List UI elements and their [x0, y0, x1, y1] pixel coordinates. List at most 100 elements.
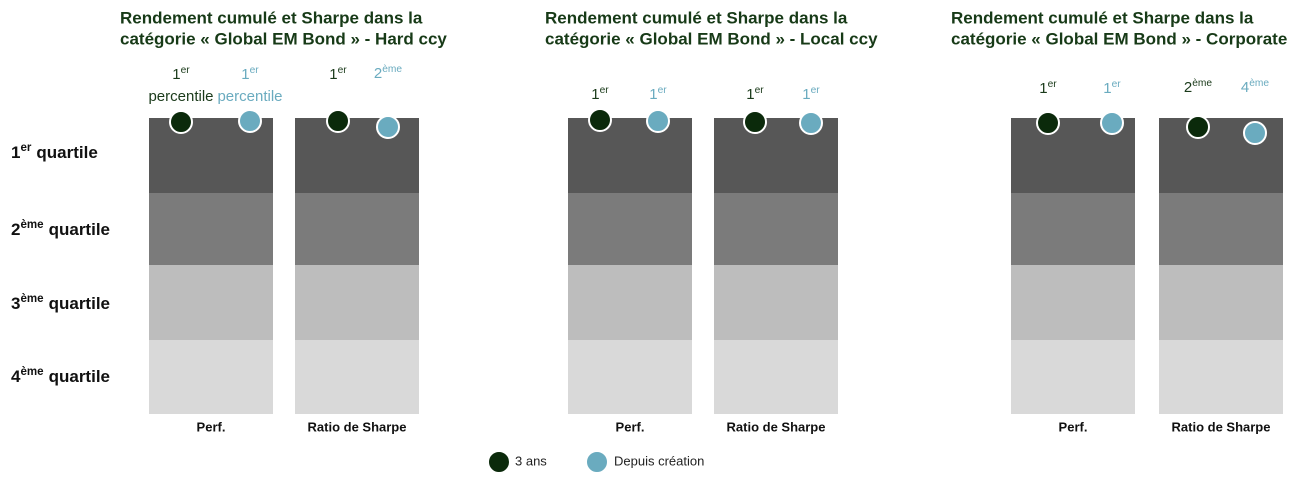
superscript: er	[338, 64, 348, 75]
quartile-band	[1159, 265, 1283, 340]
quartile-label: 1er quartile	[11, 142, 98, 162]
quartile-band	[295, 265, 419, 340]
rank-label: 2ème	[1184, 77, 1212, 96]
superscript: er	[181, 64, 191, 75]
number: 1	[649, 86, 657, 103]
number: 1	[746, 86, 754, 103]
quartile-label: 2ème quartile	[11, 219, 110, 239]
rank-dot	[588, 108, 612, 132]
superscript: er	[811, 84, 821, 95]
column-label: Perf.	[1059, 419, 1088, 434]
rank-label: 1er	[1039, 78, 1057, 97]
rank-label: 4ème	[1241, 77, 1269, 96]
quartile-band	[149, 193, 273, 265]
panel-title: catégorie « Global EM Bond » - Hard ccy	[120, 29, 447, 48]
number: 1	[1103, 80, 1111, 97]
quartile-band	[1159, 340, 1283, 414]
quartile-band	[714, 193, 838, 265]
quartile-band	[149, 265, 273, 340]
rank-dot	[799, 111, 823, 135]
legend-dot	[487, 450, 511, 474]
number: 1	[802, 86, 810, 103]
rank-label: 1er	[649, 84, 667, 103]
rank-label: 1er	[746, 84, 764, 103]
rank-dot	[743, 110, 767, 134]
panel-title: Rendement cumulé et Sharpe dans la	[545, 8, 848, 27]
rank-label: 1er	[802, 84, 820, 103]
quartile-band	[1011, 340, 1135, 414]
rank-dot	[1100, 111, 1124, 135]
quartile-band	[1011, 265, 1135, 340]
number: 1	[172, 66, 180, 83]
quartile-band	[149, 340, 273, 414]
number: 2	[374, 65, 382, 82]
superscript: er	[20, 142, 31, 154]
superscript: er	[658, 84, 668, 95]
superscript: ème	[1192, 77, 1212, 88]
number: 1	[1039, 80, 1047, 97]
quartile-label: 4ème quartile	[11, 366, 110, 386]
number: 4	[11, 367, 21, 386]
rank-dot	[1186, 115, 1210, 139]
number: 2	[11, 220, 20, 239]
rank-dot	[238, 109, 262, 133]
superscript: er	[600, 84, 610, 95]
rank-label: 1er	[591, 84, 609, 103]
number: 1	[11, 143, 20, 162]
rank-dot	[1036, 111, 1060, 135]
label-text: quartile	[36, 143, 97, 162]
quartile-band	[568, 265, 692, 340]
label-text: quartile	[49, 220, 110, 239]
superscript: er	[250, 64, 260, 75]
quartile-band	[1011, 193, 1135, 265]
rank-dot	[326, 109, 350, 133]
panel-title: Rendement cumulé et Sharpe dans la	[120, 8, 423, 27]
panel-title: catégorie « Global EM Bond » - Corporate	[951, 29, 1287, 48]
rank-dot	[376, 115, 400, 139]
quartile-band	[295, 193, 419, 265]
rank-dot	[169, 110, 193, 134]
superscript: er	[1048, 78, 1058, 89]
quartile-band	[1159, 193, 1283, 265]
label-text: quartile	[49, 294, 110, 313]
column-label: Perf.	[197, 419, 226, 434]
rank-label: 1er	[172, 64, 190, 83]
rank-label: 2ème	[374, 63, 402, 82]
label-text: quartile	[49, 367, 110, 386]
rank-dot	[1243, 121, 1267, 145]
quartile-band	[568, 193, 692, 265]
panel-title: catégorie « Global EM Bond » - Local ccy	[545, 29, 878, 48]
quartile-band	[295, 340, 419, 414]
rank-label: 1er	[329, 64, 347, 83]
number: 4	[1241, 79, 1249, 96]
column-label: Perf.	[616, 419, 645, 434]
rank-dot	[646, 109, 670, 133]
rank-suffix: percentile	[217, 88, 282, 105]
quartile-band	[714, 340, 838, 414]
number: 1	[329, 66, 337, 83]
panel-title: Rendement cumulé et Sharpe dans la	[951, 8, 1254, 27]
superscript: er	[755, 84, 765, 95]
legend-label: Depuis création	[614, 453, 704, 468]
superscript: er	[1112, 78, 1122, 89]
legend-label: 3 ans	[515, 453, 547, 468]
number: 3	[11, 294, 20, 313]
quartile-band	[568, 118, 692, 193]
quartile-band	[714, 265, 838, 340]
column-label: Ratio de Sharpe	[727, 419, 826, 434]
quartile-band	[568, 340, 692, 414]
superscript: ème	[20, 366, 44, 378]
column-label: Ratio de Sharpe	[308, 419, 407, 434]
rank-suffix: percentile	[148, 88, 213, 105]
quartile-band	[295, 118, 419, 193]
number: 1	[241, 66, 249, 83]
number: 2	[1184, 79, 1192, 96]
superscript: ème	[1249, 77, 1269, 88]
rank-label: 1er	[241, 64, 259, 83]
superscript: ème	[20, 293, 44, 305]
superscript: ème	[20, 219, 44, 231]
superscript: ème	[382, 63, 402, 74]
number: 1	[591, 86, 599, 103]
rank-label: 1er	[1103, 78, 1121, 97]
